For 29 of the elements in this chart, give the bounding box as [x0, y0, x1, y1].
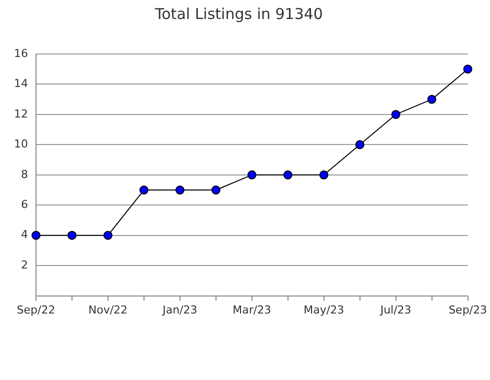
- point: [319, 170, 328, 180]
- point: [427, 94, 436, 104]
- y-tick-label: 14: [14, 77, 28, 90]
- x-tick-label: Jan/23: [162, 303, 198, 316]
- x-tick-label: Jul/23: [379, 303, 412, 316]
- y-tick-label: 12: [14, 107, 28, 120]
- point: [103, 230, 112, 240]
- chart-title: Total Listings in 91340: [154, 4, 323, 23]
- y-tick-label: 4: [20, 228, 28, 242]
- point: [67, 230, 76, 240]
- x-tick-label: Mar/23: [232, 303, 272, 316]
- y-tick-label: 2: [20, 258, 28, 272]
- x-tick-label: Sep/23: [448, 303, 487, 316]
- point: [463, 64, 472, 74]
- x-tick-label: Sep/22: [16, 303, 56, 316]
- point: [355, 140, 364, 150]
- point: [31, 230, 40, 240]
- y-tick-label: 8: [20, 168, 28, 181]
- point: [283, 170, 292, 180]
- point: [391, 110, 400, 119]
- x-tick-label: May/23: [304, 303, 344, 316]
- x-tick-label: Nov/22: [88, 303, 128, 316]
- y-tick-label: 10: [14, 138, 28, 151]
- y-tick-label: 16: [14, 46, 28, 60]
- y-tick-label: 6: [20, 198, 28, 211]
- point: [211, 186, 220, 195]
- point: [175, 186, 184, 195]
- point: [139, 186, 148, 195]
- point: [247, 170, 256, 180]
